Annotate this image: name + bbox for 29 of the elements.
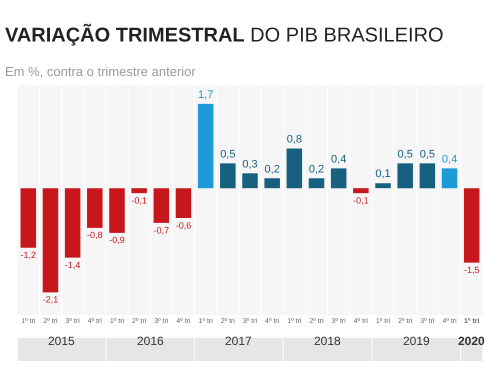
text: 2019 [403,334,430,348]
text: 2016 [137,334,164,348]
data-label: 0,2 [264,163,280,176]
data-label: -0,8 [87,230,103,240]
data-label: -1,4 [64,260,80,270]
data-label: -1,5 [464,264,480,275]
data-label: 0,2 [308,163,324,176]
data-label: 0,5 [398,148,413,160]
data-label: 0,8 [286,134,302,146]
data-label: 0,3 [242,158,258,170]
text: 2018 [314,334,342,348]
text: 2015 [48,334,76,348]
data-label: 0,4 [331,153,346,166]
chart-subtitle: Em %, contra o trimestre anterior [5,64,196,80]
data-label: -0,9 [109,235,125,246]
data-label: -0,1 [131,196,147,206]
data-label: -1,2 [20,250,36,260]
data-label: -0,6 [176,220,192,230]
text: 2020 [458,334,486,348]
data-label: 1,7 [198,88,214,101]
data-label: -0,7 [154,225,170,236]
chart-title: VARIAÇÃO TRIMESTRAL DO PIB BRASILEIRO [5,23,444,46]
text: 2017 [225,334,252,348]
data-label: 0,4 [442,153,458,166]
data-label: 0,1 [375,168,391,180]
data-label: 0,5 [220,148,236,160]
data-label: -0,1 [353,196,369,206]
data-label: 0,5 [420,148,436,160]
data-label: -2,1 [42,294,58,305]
